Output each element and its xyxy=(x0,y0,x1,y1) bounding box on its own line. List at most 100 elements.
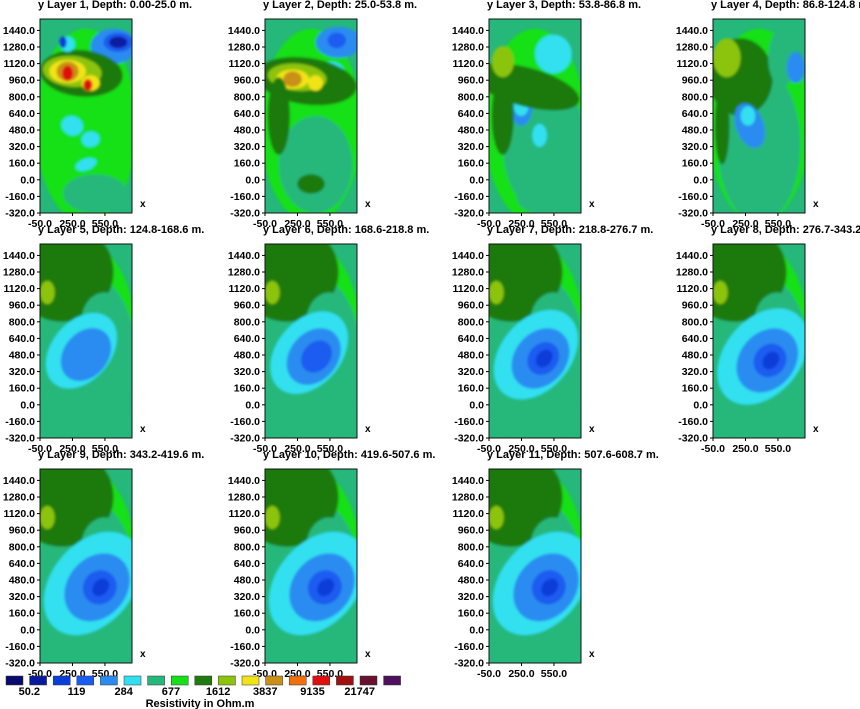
y-tick-label: 1120.0 xyxy=(676,283,708,295)
y-tick-label: 160.0 xyxy=(458,158,484,170)
resistivity-contour xyxy=(61,115,84,136)
y-tick-label: 640.0 xyxy=(458,333,484,345)
x-axis-label: x xyxy=(365,424,371,435)
panel-3: y Layer 3, Depth: 53.8-86.8 m. 1440.0 1280… xyxy=(452,0,641,230)
resistivity-contour xyxy=(60,328,112,382)
panel-title: y Layer 11, Depth: 507.6-608.7 m. xyxy=(487,449,659,461)
y-tick-label: 1440.0 xyxy=(3,25,35,37)
y-tick-label: 800.0 xyxy=(234,316,260,328)
y-tick-label: 320.0 xyxy=(682,366,708,378)
colorbar-swatch xyxy=(29,675,47,686)
y-tick-label: -160.0 xyxy=(678,191,708,203)
y-tick-label: 0.0 xyxy=(245,624,260,636)
y-tick-label: -320.0 xyxy=(230,208,260,220)
y-tick-label: 800.0 xyxy=(458,91,484,103)
x-tick-label: -50.0 xyxy=(253,218,277,230)
panel-frame xyxy=(712,243,806,439)
y-tick-label: 640.0 xyxy=(458,558,484,570)
y-tick-label: 1280.0 xyxy=(228,42,260,54)
y-tick-label: 960.0 xyxy=(9,300,35,312)
panel-11: y Layer 11, Depth: 507.6-608.7 m. 1440.0 1… xyxy=(452,449,659,680)
y-tick-label: 1440.0 xyxy=(3,250,35,262)
y-tick-label: 320.0 xyxy=(458,366,484,378)
colorbar-swatch xyxy=(383,675,401,686)
panels-layer: y Layer 1, Depth: 0.00-25.0 m. 1440.0 1280… xyxy=(3,0,860,680)
x-tick-label: -50.0 xyxy=(28,218,52,230)
resistivity-contour xyxy=(278,116,353,213)
y-tick-label: 640.0 xyxy=(458,108,484,120)
resistivity-contour xyxy=(786,51,805,84)
y-tick-label: 1280.0 xyxy=(452,267,484,279)
y-tick-label: -160.0 xyxy=(454,191,484,203)
x-axis-label: x xyxy=(365,649,371,660)
colorbar-swatch xyxy=(194,675,213,686)
y-tick-label: -160.0 xyxy=(230,641,260,653)
colorbar-swatch xyxy=(52,675,71,686)
y-tick-label: 800.0 xyxy=(458,316,484,328)
y-tick-label: 1120.0 xyxy=(3,58,35,70)
y-tick-label: 1280.0 xyxy=(3,267,35,279)
y-tick-label: -320.0 xyxy=(5,658,35,670)
y-tick-label: 1440.0 xyxy=(228,475,260,487)
y-tick-label: 640.0 xyxy=(682,333,708,345)
y-tick-label: 160.0 xyxy=(9,608,35,620)
panel-5: y Layer 5, Depth: 124.8-168.6 m. 1440.0 12… xyxy=(3,224,204,455)
colorbar-swatch xyxy=(123,675,142,686)
y-tick-label: -160.0 xyxy=(230,191,260,203)
y-tick-label: 160.0 xyxy=(9,158,35,170)
y-tick-label: 1280.0 xyxy=(3,492,35,504)
y-tick-label: 960.0 xyxy=(458,525,484,537)
resistivity-contour xyxy=(265,244,339,322)
y-tick-label: 1280.0 xyxy=(676,267,708,279)
resistivity-contour xyxy=(283,71,302,87)
resistivity-contour xyxy=(301,340,332,373)
y-tick-label: 800.0 xyxy=(9,316,35,328)
y-tick-label: -160.0 xyxy=(454,641,484,653)
panel-10: y Layer 10, Depth: 419.6-507.6 m. 1440.0 1… xyxy=(228,449,436,680)
colorbar-swatch xyxy=(147,675,165,686)
y-tick-label: 640.0 xyxy=(682,108,708,120)
x-tick-label: -50.0 xyxy=(253,443,277,455)
resistivity-contour xyxy=(516,178,581,213)
y-tick-label: 160.0 xyxy=(682,158,708,170)
y-tick-label: -160.0 xyxy=(230,416,260,428)
y-tick-label: 480.0 xyxy=(458,125,484,137)
y-tick-label: 0.0 xyxy=(693,174,708,186)
panel-frame xyxy=(488,243,582,439)
x-tick-label: 250.0 xyxy=(732,218,758,230)
resistivity-contour xyxy=(327,32,346,49)
y-tick-label: 800.0 xyxy=(682,316,708,328)
x-axis-label: x xyxy=(140,199,146,210)
y-tick-label: 480.0 xyxy=(234,350,260,362)
y-tick-label: 160.0 xyxy=(234,383,260,395)
x-tick-label: -50.0 xyxy=(701,218,725,230)
y-tick-label: 800.0 xyxy=(234,91,260,103)
y-tick-label: 1120.0 xyxy=(452,58,484,70)
y-tick-label: 0.0 xyxy=(245,399,260,411)
y-tick-label: 0.0 xyxy=(469,174,484,186)
resistivity-contour xyxy=(317,578,335,597)
panel-frame xyxy=(39,468,133,664)
y-tick-label: 960.0 xyxy=(9,75,35,87)
y-tick-label: 320.0 xyxy=(234,591,260,603)
colorbar-label: 284 xyxy=(115,686,134,698)
resistivity-contour xyxy=(83,79,93,91)
colorbar-label: 119 xyxy=(68,686,86,698)
x-axis-label: x xyxy=(140,424,146,435)
y-tick-label: -320.0 xyxy=(230,433,260,445)
y-tick-label: -160.0 xyxy=(678,416,708,428)
y-tick-label: 480.0 xyxy=(234,575,260,587)
y-tick-label: 1280.0 xyxy=(228,267,260,279)
x-tick-label: 550.0 xyxy=(92,218,118,230)
y-tick-label: 800.0 xyxy=(234,541,260,553)
y-tick-label: -160.0 xyxy=(5,641,35,653)
resistivity-contour xyxy=(59,36,67,49)
y-tick-label: 1120.0 xyxy=(3,508,35,520)
y-tick-label: 960.0 xyxy=(234,525,260,537)
panel-title: y Layer 2, Depth: 25.0-53.8 m. xyxy=(263,0,417,11)
y-tick-label: -160.0 xyxy=(5,416,35,428)
x-tick-label: -50.0 xyxy=(477,443,501,455)
panel-7: y Layer 7, Depth: 218.8-276.7 m. 1440.0 12… xyxy=(452,224,653,455)
y-tick-label: 1440.0 xyxy=(228,25,260,37)
y-tick-label: 1280.0 xyxy=(452,42,484,54)
